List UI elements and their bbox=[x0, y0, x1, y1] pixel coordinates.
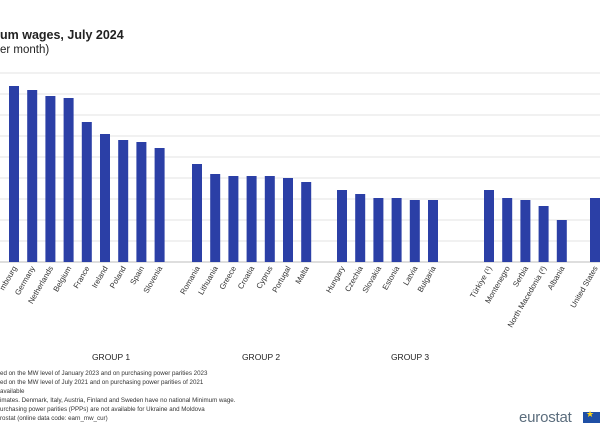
x-tick-label: United States bbox=[569, 264, 600, 309]
bar bbox=[283, 178, 293, 262]
x-tick-label: Croatia bbox=[236, 264, 257, 291]
bar bbox=[9, 86, 19, 262]
footnote-line: ed on the MW level of July 2021 and on p… bbox=[0, 379, 204, 387]
bar bbox=[192, 164, 202, 262]
bar bbox=[27, 90, 38, 262]
footnote-line: ed on the MW level of January 2023 and o… bbox=[0, 370, 208, 377]
x-tick-label: Estonia bbox=[381, 264, 402, 292]
x-tick-label: France bbox=[72, 265, 92, 291]
bar bbox=[210, 174, 221, 262]
bar-chart: mbourgGermanyNetherlandsBelgiumFranceIre… bbox=[0, 72, 600, 362]
chart-title: um wages, July 2024 bbox=[0, 28, 124, 42]
bar bbox=[502, 198, 513, 262]
bar bbox=[45, 96, 56, 262]
bar bbox=[154, 148, 165, 262]
bar bbox=[63, 98, 74, 262]
bar bbox=[264, 176, 275, 262]
x-tick-label: Spain bbox=[128, 265, 146, 287]
x-tick-label: Albania bbox=[546, 264, 567, 292]
source-line: rostat (online data code: earn_mw_cur) bbox=[0, 415, 108, 423]
group-label: GROUP 2 bbox=[242, 352, 280, 362]
chart-subtitle: er month) bbox=[0, 44, 50, 56]
x-tick-label: Latvia bbox=[401, 264, 420, 287]
bar bbox=[391, 198, 402, 262]
footnotes: ed on the MW level of January 2023 and o… bbox=[0, 369, 235, 424]
x-tick-label: Malta bbox=[294, 264, 312, 286]
footnote-line: imates. Denmark, Italy, Austria, Finland… bbox=[0, 397, 236, 405]
bar bbox=[428, 200, 438, 262]
bar bbox=[373, 198, 384, 262]
footnote-line: urchasing power parities (PPPs) are not … bbox=[0, 406, 205, 414]
bar bbox=[228, 176, 239, 262]
bar bbox=[484, 190, 494, 262]
bar bbox=[355, 194, 366, 262]
bar bbox=[301, 182, 312, 262]
bar bbox=[81, 122, 92, 262]
bar bbox=[136, 142, 147, 262]
eurostat-logo: eurostat bbox=[519, 409, 600, 426]
x-tick-label: Bulgaria bbox=[416, 264, 438, 294]
bar bbox=[409, 200, 420, 262]
bar bbox=[520, 200, 531, 262]
x-tick-label: Poland bbox=[108, 265, 128, 291]
x-tick-label: Greece bbox=[218, 265, 239, 292]
footnote-line: available bbox=[0, 388, 25, 396]
group-label: GROUP 1 bbox=[92, 352, 130, 362]
bar bbox=[100, 134, 110, 262]
logo-text: eurostat bbox=[519, 409, 572, 426]
eu-flag-icon: ★ bbox=[583, 409, 600, 423]
bar bbox=[337, 190, 347, 262]
bar bbox=[556, 220, 567, 262]
group-label: GROUP 3 bbox=[391, 352, 429, 362]
bar bbox=[538, 206, 549, 262]
bar bbox=[246, 176, 257, 262]
bar bbox=[590, 198, 600, 262]
bar bbox=[118, 140, 129, 262]
x-tick-label: Serbia bbox=[511, 264, 530, 289]
